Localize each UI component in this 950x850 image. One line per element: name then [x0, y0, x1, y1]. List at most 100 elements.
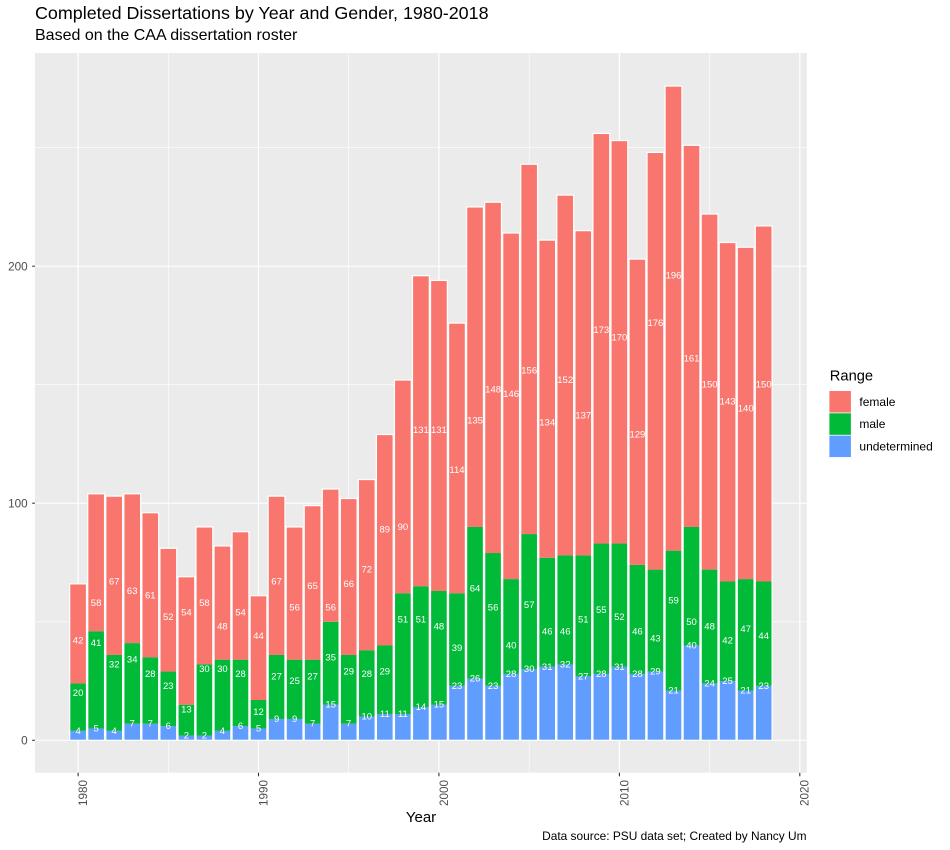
svg-text:150: 150 — [702, 380, 718, 391]
svg-text:31: 31 — [542, 662, 553, 673]
svg-text:7: 7 — [310, 719, 315, 730]
svg-text:30: 30 — [217, 664, 228, 675]
svg-text:64: 64 — [470, 584, 481, 595]
svg-text:43: 43 — [650, 633, 661, 644]
svg-text:100: 100 — [8, 498, 28, 511]
svg-text:46: 46 — [542, 626, 553, 637]
svg-text:9: 9 — [274, 714, 279, 725]
svg-text:170: 170 — [611, 332, 627, 343]
svg-text:28: 28 — [235, 669, 246, 680]
svg-text:134: 134 — [539, 418, 555, 429]
svg-text:7: 7 — [130, 719, 135, 730]
svg-text:51: 51 — [398, 614, 409, 625]
svg-text:173: 173 — [593, 325, 609, 336]
svg-text:41: 41 — [91, 638, 102, 649]
svg-text:39: 39 — [452, 643, 463, 654]
svg-text:57: 57 — [524, 600, 535, 611]
svg-text:67: 67 — [109, 577, 120, 588]
svg-text:29: 29 — [343, 667, 354, 678]
svg-text:0: 0 — [21, 735, 28, 748]
svg-text:Completed Dissertations by Yea: Completed Dissertations by Year and Gend… — [35, 3, 489, 23]
svg-text:152: 152 — [557, 375, 573, 386]
svg-text:44: 44 — [758, 631, 769, 642]
svg-text:male: male — [859, 417, 885, 431]
svg-text:23: 23 — [452, 681, 463, 692]
svg-text:72: 72 — [362, 565, 373, 576]
svg-text:52: 52 — [163, 612, 174, 623]
svg-text:5: 5 — [93, 723, 98, 734]
svg-text:48: 48 — [434, 622, 445, 633]
svg-text:28: 28 — [596, 669, 607, 680]
svg-text:63: 63 — [127, 586, 138, 597]
svg-text:46: 46 — [560, 626, 571, 637]
svg-text:Year: Year — [406, 809, 436, 826]
svg-text:47: 47 — [740, 624, 751, 635]
svg-text:137: 137 — [575, 411, 591, 422]
svg-text:21: 21 — [740, 686, 751, 697]
svg-text:9: 9 — [292, 714, 297, 725]
svg-text:28: 28 — [145, 669, 156, 680]
svg-text:89: 89 — [380, 524, 391, 535]
svg-text:7: 7 — [148, 719, 153, 730]
svg-text:27: 27 — [578, 671, 589, 682]
svg-text:6: 6 — [166, 721, 171, 732]
svg-text:2020: 2020 — [799, 780, 812, 807]
svg-text:34: 34 — [127, 655, 138, 666]
svg-text:6: 6 — [238, 721, 243, 732]
svg-text:2000: 2000 — [438, 780, 451, 807]
svg-text:28: 28 — [506, 669, 517, 680]
svg-text:11: 11 — [380, 709, 390, 720]
svg-text:56: 56 — [289, 603, 300, 614]
svg-text:24: 24 — [704, 678, 715, 689]
svg-text:131: 131 — [431, 425, 447, 436]
svg-text:59: 59 — [668, 595, 679, 606]
svg-text:2010: 2010 — [618, 780, 631, 807]
svg-text:161: 161 — [684, 354, 700, 365]
svg-text:40: 40 — [506, 641, 517, 652]
svg-text:4: 4 — [112, 726, 117, 737]
svg-text:4: 4 — [75, 726, 80, 737]
svg-text:55: 55 — [596, 605, 607, 616]
svg-text:114: 114 — [449, 465, 464, 476]
svg-text:11: 11 — [398, 709, 408, 720]
svg-text:54: 54 — [235, 607, 246, 618]
svg-text:65: 65 — [307, 581, 318, 592]
svg-text:52: 52 — [614, 612, 625, 623]
svg-text:25: 25 — [289, 676, 300, 687]
svg-text:10: 10 — [362, 712, 373, 723]
svg-text:196: 196 — [666, 271, 682, 282]
svg-text:46: 46 — [632, 626, 643, 637]
svg-text:48: 48 — [704, 622, 715, 633]
svg-text:21: 21 — [668, 686, 679, 697]
svg-text:2: 2 — [202, 731, 207, 742]
svg-text:29: 29 — [650, 667, 661, 678]
svg-text:31: 31 — [614, 662, 625, 673]
svg-text:30: 30 — [199, 664, 210, 675]
svg-text:20: 20 — [73, 688, 84, 699]
svg-text:32: 32 — [560, 659, 571, 670]
svg-text:30: 30 — [524, 664, 535, 675]
svg-text:7: 7 — [346, 719, 351, 730]
svg-text:Data source: PSU data set; Cre: Data source: PSU data set; Created by Na… — [542, 829, 806, 843]
svg-text:23: 23 — [163, 681, 174, 692]
svg-text:28: 28 — [362, 669, 373, 680]
svg-text:56: 56 — [488, 603, 499, 614]
svg-text:58: 58 — [91, 598, 102, 609]
svg-text:56: 56 — [325, 603, 336, 614]
svg-text:51: 51 — [416, 614, 427, 625]
svg-text:12: 12 — [253, 707, 264, 718]
svg-text:48: 48 — [217, 622, 228, 633]
svg-text:23: 23 — [488, 681, 499, 692]
svg-text:148: 148 — [485, 385, 501, 396]
svg-text:Range: Range — [830, 368, 873, 384]
svg-text:27: 27 — [271, 671, 282, 682]
svg-text:4: 4 — [220, 726, 225, 737]
svg-text:135: 135 — [467, 415, 483, 426]
svg-text:200: 200 — [8, 261, 28, 274]
svg-text:27: 27 — [307, 671, 318, 682]
svg-text:14: 14 — [416, 702, 427, 713]
svg-text:1980: 1980 — [77, 780, 90, 807]
svg-text:15: 15 — [434, 700, 445, 711]
svg-text:female: female — [859, 395, 895, 409]
svg-text:Based on the CAA dissertation: Based on the CAA dissertation roster — [35, 27, 298, 44]
